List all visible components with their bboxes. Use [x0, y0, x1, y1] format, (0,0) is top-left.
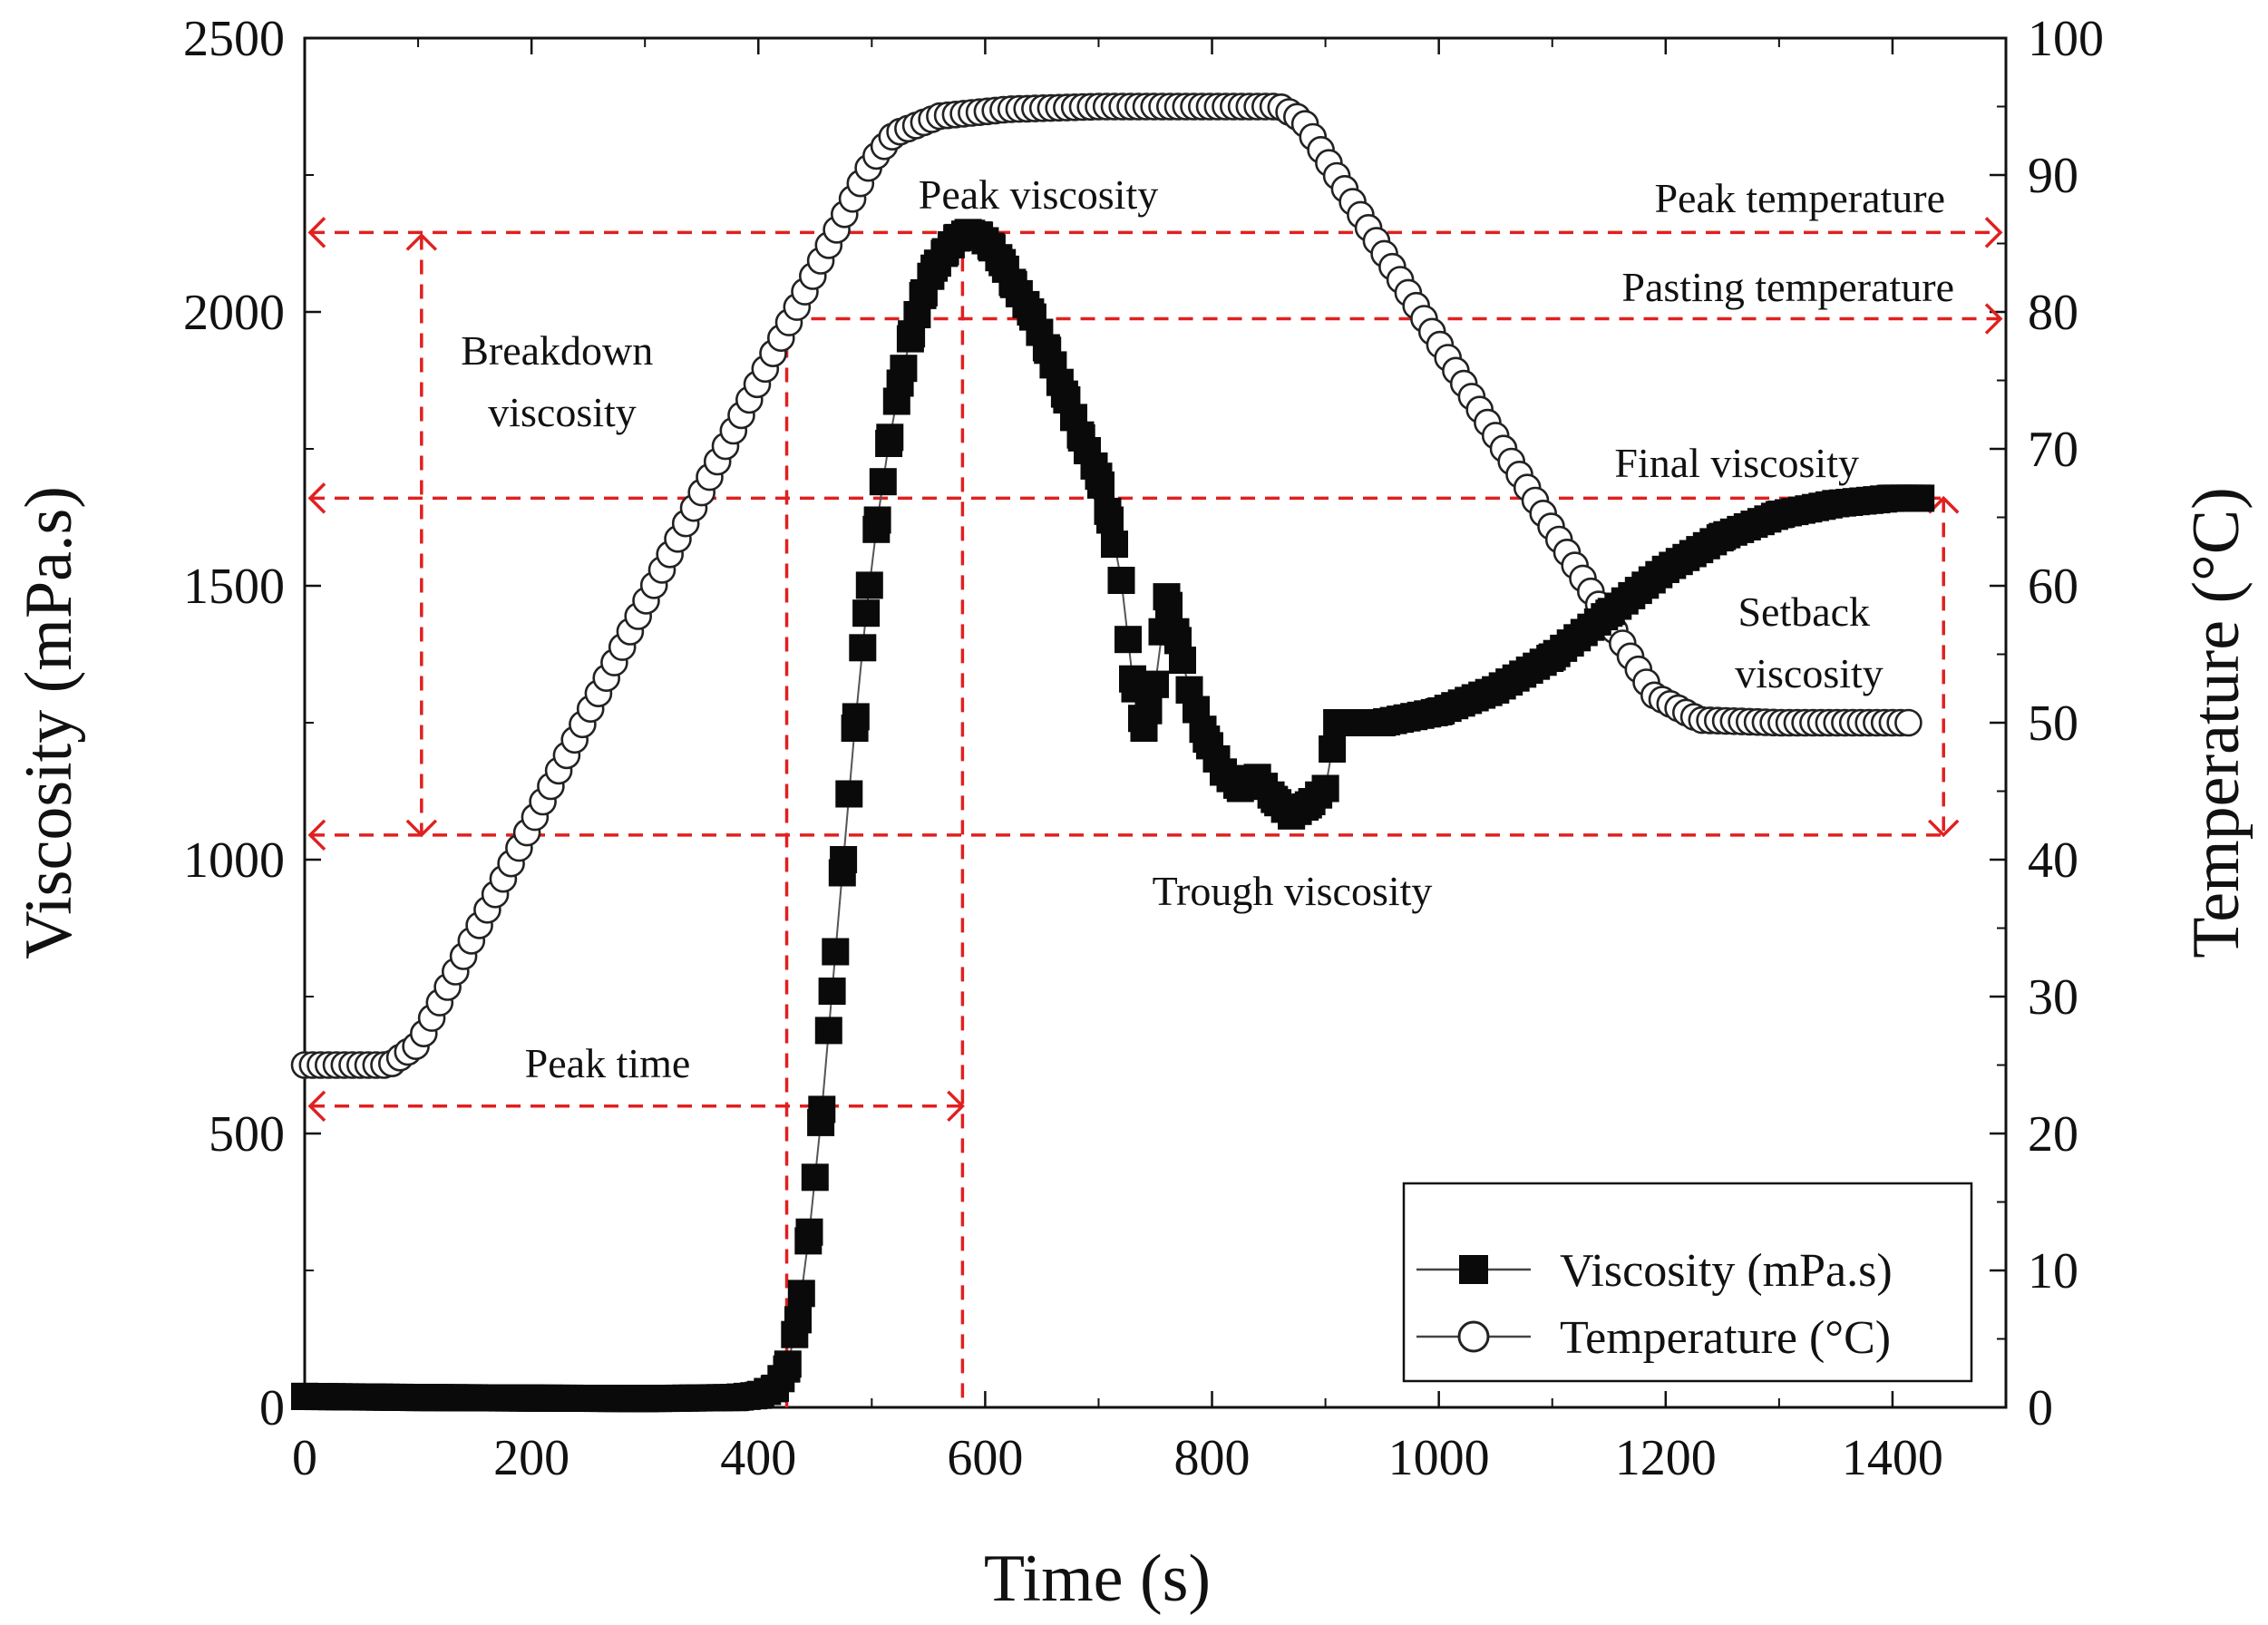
viscosity-point: [1107, 567, 1135, 594]
y2-tick-label: 60: [2028, 559, 2078, 615]
x-tick-label: 800: [1174, 1430, 1251, 1486]
y2-tick-label: 10: [2028, 1243, 2078, 1299]
viscosity-point: [774, 1350, 802, 1378]
legend-temperature-label: Temperature (°C): [1560, 1312, 1891, 1364]
annotation-final-viscosity: Final viscosity: [1614, 440, 1859, 486]
viscosity-point: [787, 1280, 815, 1308]
y-axis-title: Viscosity (mPa.s): [12, 486, 86, 959]
y-tick-label: 1500: [183, 559, 285, 615]
y2-axis-title: Temperature (°C): [2179, 487, 2253, 958]
viscosity-point: [863, 506, 891, 534]
annotation-setback-viscosity-text-line2: viscosity: [1735, 650, 1884, 696]
viscosity-point: [1907, 484, 1935, 512]
legend-viscosity-label: Viscosity (mPa.s): [1560, 1245, 1893, 1297]
viscosity-point: [842, 703, 870, 731]
peak-time-line-arrow-right: [947, 1090, 965, 1123]
peak-time-line-arrow-left: [307, 1090, 326, 1123]
x-tick-label: 1000: [1388, 1430, 1490, 1486]
legend-temperature-marker: [1457, 1320, 1490, 1353]
y2-tick-label: 50: [2028, 696, 2078, 752]
annotation-setback-viscosity-text: Setback: [1738, 589, 1870, 635]
viscosity-point: [835, 780, 863, 808]
viscosity-point: [801, 1163, 829, 1192]
y-tick-label: 1000: [183, 832, 285, 889]
y2-tick-label: 90: [2028, 148, 2078, 204]
annotation-guides: [307, 217, 2003, 1407]
viscosity-point: [822, 938, 850, 966]
annotation-peak-viscosity: Peak viscosity: [919, 171, 1158, 218]
viscosity-point: [814, 1017, 842, 1045]
peak-guide-line-arrow-left: [307, 217, 326, 248]
viscosity-point: [1319, 735, 1347, 763]
final-viscosity-line-arrow-left: [307, 482, 326, 514]
annotation-peak-temperature: Peak temperature: [1654, 175, 1945, 221]
annotation-peak-time: Peak time: [525, 1040, 691, 1086]
breakdown-arrow-arrow-up: [405, 232, 438, 251]
setback-arrow-arrow-down: [1927, 819, 1960, 838]
viscosity-point: [852, 599, 881, 628]
y2-tick-label: 70: [2028, 422, 2078, 478]
y-tick-label: 2000: [183, 285, 285, 341]
viscosity-point: [784, 1306, 812, 1334]
annotation-breakdown-viscosity: Breakdown viscosity: [461, 327, 664, 435]
y2-tick-label: 100: [2028, 11, 2104, 67]
viscosity-point: [1115, 626, 1142, 654]
x-tick-label: 1200: [1615, 1430, 1717, 1486]
annotation-breakdown-viscosity-text-line2: viscosity: [488, 389, 637, 435]
peak-guide-line-arrow-right: [1984, 217, 2003, 248]
y-tick-label: 2500: [183, 11, 285, 67]
viscosity-point: [1134, 696, 1163, 725]
viscosity-point: [876, 423, 904, 452]
viscosity-point: [855, 571, 883, 599]
annotation-breakdown-viscosity-text: Breakdown: [461, 327, 653, 374]
viscosity-point: [869, 468, 897, 496]
x-tick-label: 1400: [1842, 1430, 1943, 1486]
viscosity-point: [818, 978, 846, 1005]
viscosity-point: [1311, 774, 1339, 803]
y-tick-label: 500: [209, 1106, 285, 1163]
legend: Viscosity (mPa.s) Temperature (°C): [1402, 1182, 1973, 1383]
viscosity-point: [1101, 530, 1128, 559]
y2-tick-label: 0: [2028, 1380, 2053, 1436]
x-axis-title: Time (s): [984, 1542, 1211, 1616]
y2-tick-label: 80: [2028, 285, 2078, 341]
viscosity-point: [1096, 506, 1124, 534]
trough-viscosity-line-arrow-left: [307, 819, 326, 851]
viscosity-point: [795, 1218, 823, 1246]
legend-viscosity-marker: [1459, 1255, 1488, 1284]
x-tick-label: 600: [947, 1430, 1023, 1486]
viscosity-point: [1142, 670, 1169, 698]
temperature-point: [1894, 708, 1922, 737]
annotation-pasting-temperature: Pasting temperature: [1621, 264, 1954, 310]
tick-labels: 0 200 400 600 800 1000 1200 1400050010001500200…: [183, 11, 2104, 1486]
breakdown-arrow-arrow-down: [405, 819, 438, 838]
y-tick-label: 0: [259, 1380, 285, 1436]
viscosity-point: [1169, 647, 1196, 675]
x-tick-label: 0: [292, 1430, 317, 1486]
viscosity-point: [1087, 471, 1115, 499]
viscosity-point: [890, 355, 918, 383]
viscosity-point: [808, 1095, 836, 1124]
viscosity-point: [830, 846, 858, 873]
y2-tick-label: 20: [2028, 1106, 2078, 1163]
pasting-temperature-line-arrow-right: [1984, 303, 2003, 335]
annotation-setback-viscosity: Setback viscosity: [1735, 589, 1884, 696]
viscosity-point: [1155, 591, 1183, 619]
annotation-trough-viscosity: Trough viscosity: [1153, 868, 1433, 914]
y2-tick-label: 30: [2028, 969, 2078, 1026]
x-tick-label: 400: [720, 1430, 796, 1486]
series-markers: [290, 92, 1935, 1413]
y2-tick-label: 40: [2028, 832, 2078, 889]
x-tick-label: 200: [493, 1430, 569, 1486]
viscosity-point: [849, 634, 877, 662]
legend-box: [1402, 1182, 1973, 1383]
